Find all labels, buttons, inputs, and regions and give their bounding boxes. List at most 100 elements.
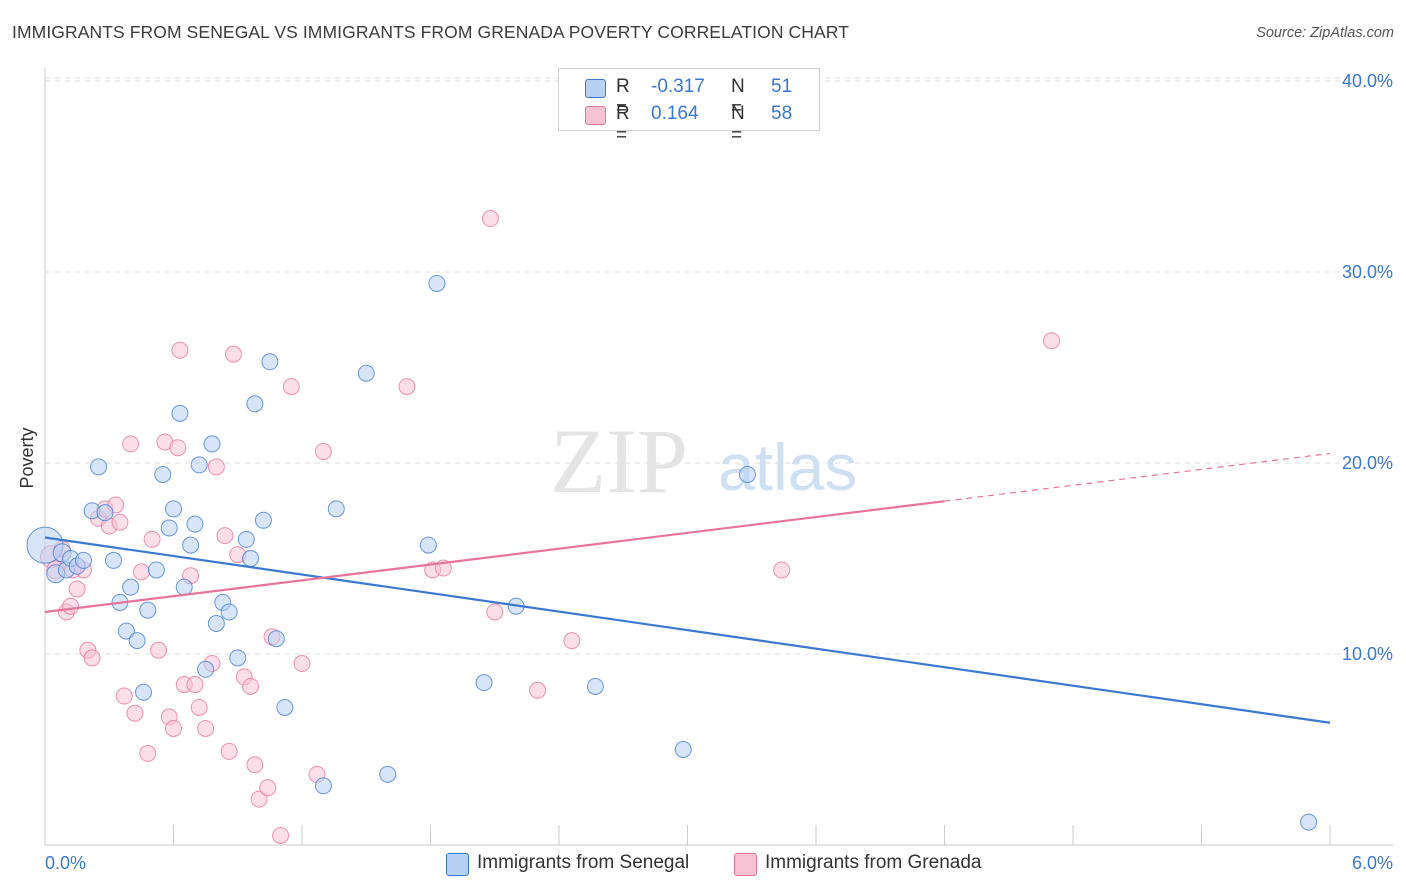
watermark: ZIP atlas [550,410,857,512]
legend-grenada-swatch [734,853,757,876]
senegal-trend-line [44,536,1331,724]
y-tick-label: 40.0% [1342,71,1393,91]
grenada-point [246,756,264,774]
y-tick-label: 10.0% [1342,644,1393,664]
senegal-point [122,578,140,596]
n-value: 51 [771,76,793,97]
grenada-point [171,341,189,359]
legend-senegal-label: Immigrants from Senegal [477,852,690,873]
grenada-swatch [585,106,606,125]
grenada-point [259,779,277,797]
senegal-point [90,458,108,476]
senegal-point [254,511,272,529]
grenada-point [122,435,140,453]
grenada-point [529,681,547,699]
r-label: R = [616,76,630,119]
grenada-point [293,655,311,673]
watermark-zip: ZIP [550,410,688,512]
senegal-point [379,765,397,783]
senegal-point [1300,813,1318,831]
senegal-point [237,530,255,548]
senegal-point [171,404,189,422]
y-tick-label: 30.0% [1342,262,1393,282]
x-tick-label-min: 0.0% [45,853,86,873]
data-points [26,210,1318,844]
senegal-point [229,649,247,667]
grenada-point [68,580,86,598]
tick-labels: 10.0% 20.0% 30.0% 40.0% 0.0% 6.0% [45,71,1393,873]
senegal-swatch [585,79,606,98]
watermark-atlas: atlas [718,430,857,504]
senegal-point [267,630,285,648]
senegal-point [261,353,279,371]
senegal-point [117,622,135,640]
senegal-point [207,614,225,632]
chart-title: IMMIGRANTS FROM SENEGAL VS IMMIGRANTS FR… [12,22,850,42]
grenada-point [197,719,215,737]
senegal-point [135,683,153,701]
grenada-point [143,530,161,548]
senegal-point [357,364,375,382]
r-value: -0.317 [651,76,705,97]
n-label: N = [731,76,745,119]
grenada-point [186,676,204,694]
r-value: 0.164 [651,103,699,124]
senegal-point [75,551,93,569]
grenada-point [250,790,268,808]
correlation-stats-box: R = -0.317 N = 51 R = 0.164 N = 58 [558,68,820,146]
legend-grenada-label: Immigrants from Grenada [765,852,982,873]
grenada-point [169,439,187,457]
grenada-point [132,563,150,581]
trend-lines [44,452,1331,724]
senegal-point [246,395,264,413]
grenada-point [481,210,499,228]
y-tick-label: 20.0% [1342,453,1393,473]
grenada-point [115,687,133,705]
senegal-point [105,551,123,569]
n-value: 58 [771,103,793,124]
senegal-point [242,550,260,567]
senegal-point [674,741,692,758]
grenada-point [224,345,242,363]
senegal-point [428,274,446,292]
grenada-point [111,513,129,531]
senegal-point [154,465,172,483]
grenada-point [272,826,290,844]
senegal-point [190,456,208,474]
grenada-point [773,561,791,579]
r-label: R = [616,103,630,146]
source-label: Source: ZipAtlas.com [1256,25,1394,41]
senegal-point [738,465,756,483]
grenada-point [282,378,300,396]
senegal-point [175,578,193,596]
grenada-point [139,744,157,762]
senegal-point [327,500,345,518]
senegal-point [314,777,332,795]
grenada-point [220,742,238,760]
n-label: N = [731,103,745,146]
grenada-point [83,649,101,667]
senegal-point [186,515,204,533]
grenada-point [126,704,144,722]
grenada-point [165,719,182,737]
senegal-point [139,601,157,619]
grenada-point [398,378,416,396]
senegal-point [203,435,221,453]
grenada-trend-extension [944,452,1331,502]
grenada-trend-line [44,500,945,614]
grenada-point [207,458,225,476]
axes [44,68,1393,846]
y-axis-label: Poverty [17,427,37,488]
grenada-point [486,603,504,621]
x-tick-label-max: 6.0% [1352,853,1393,873]
senegal-point [276,698,294,716]
grenada-point [150,641,168,659]
senegal-point [586,677,604,695]
senegal-point [197,660,215,678]
grenada-point [1043,332,1061,350]
senegal-point [96,504,114,522]
senegal-point [160,519,178,537]
senegal-point [419,536,437,554]
senegal-point [182,536,200,554]
